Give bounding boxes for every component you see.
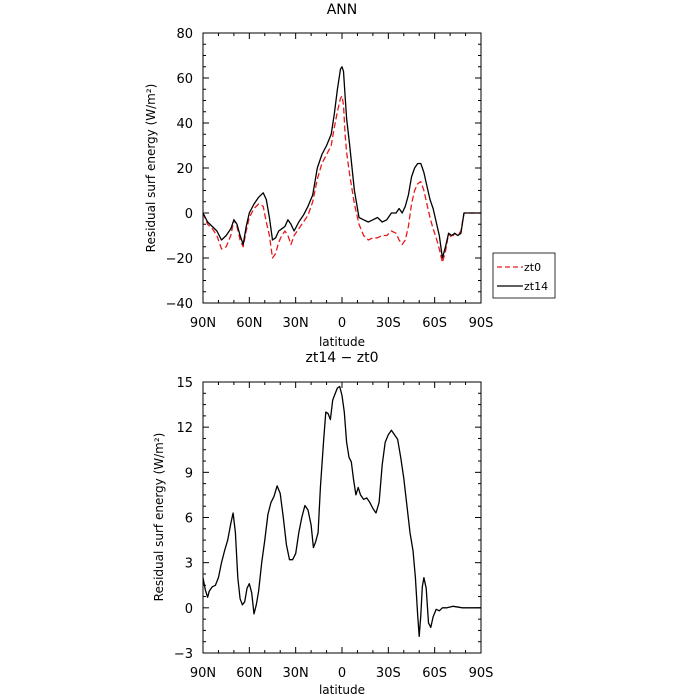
bottom-ytick-label: −3 xyxy=(174,647,193,662)
bottom-chart-panel: zt14 − zt0 90N 60N 30N 0 30S 60S 90S −3 0 3 6 9 12 15… xyxy=(152,350,493,697)
top-chart-frame xyxy=(202,32,482,304)
bottom-ytick-label: 3 xyxy=(185,557,193,572)
top-ytick-label: 60 xyxy=(176,72,193,87)
top-xtick-label: 30N xyxy=(283,316,309,331)
top-series-line-zt0 xyxy=(202,95,481,264)
top-xtick-label: 0 xyxy=(338,316,346,331)
bottom-chart-xlabel: latitude xyxy=(319,683,365,697)
bottom-ytick-label: 6 xyxy=(185,512,193,527)
bottom-ytick-label: 15 xyxy=(176,376,193,391)
bottom-xtick-label: 60S xyxy=(422,666,447,681)
bottom-chart-title: zt14 − zt0 xyxy=(305,350,378,366)
top-xtick-label: 30S xyxy=(376,316,401,331)
top-chart-title: ANN xyxy=(327,2,358,18)
top-series-line-zt14 xyxy=(202,66,481,259)
top-ytick-label: −40 xyxy=(166,297,193,312)
bottom-chart-series xyxy=(202,385,481,638)
bottom-ytick-label: 9 xyxy=(185,466,193,481)
top-ytick-label: −20 xyxy=(166,252,193,267)
bottom-chart-ylabel: Residual surf energy (W/m²) xyxy=(152,433,166,602)
top-chart-ylabel: Residual surf energy (W/m²) xyxy=(144,84,158,253)
top-ytick-label: 20 xyxy=(176,162,193,177)
top-xtick-label: 60S xyxy=(422,316,447,331)
top-chart-ticks: 90N 60N 30N 0 30S 60S 90S −40 −20 0 20 40 60 80 xyxy=(166,27,494,331)
bottom-ytick-label: 12 xyxy=(176,421,193,436)
top-xtick-label: 60N xyxy=(236,316,262,331)
bottom-xtick-label: 0 xyxy=(338,666,346,681)
bottom-series-line-diff xyxy=(202,385,481,638)
bottom-xtick-label: 90S xyxy=(469,666,494,681)
bottom-xtick-label: 90N xyxy=(190,666,216,681)
top-chart-panel: ANN 90N 60N 30N 0 30S 60S 90S −40 −20 0 20 40 60 80 l… xyxy=(144,2,556,349)
bottom-ytick-label: 0 xyxy=(185,602,193,617)
bottom-chart-ticks: 90N 60N 30N 0 30S 60S 90S −3 0 3 6 9 12 15 xyxy=(174,376,494,681)
top-xtick-label: 90S xyxy=(469,316,494,331)
legend-label-zt14: zt14 xyxy=(524,280,548,293)
bottom-xtick-label: 30S xyxy=(376,666,401,681)
top-chart-series xyxy=(202,66,481,264)
top-chart-xlabel: latitude xyxy=(319,335,365,349)
legend-label-zt0: zt0 xyxy=(524,261,541,274)
top-ytick-label: 0 xyxy=(185,207,193,222)
top-ytick-label: 40 xyxy=(176,117,193,132)
bottom-xtick-label: 30N xyxy=(283,666,309,681)
bottom-chart-frame xyxy=(202,381,482,654)
top-ytick-label: 80 xyxy=(176,27,193,42)
bottom-xtick-label: 60N xyxy=(236,666,262,681)
top-xtick-label: 90N xyxy=(190,316,216,331)
top-chart-legend: zt0 zt14 xyxy=(492,252,556,299)
legend-box xyxy=(492,252,556,299)
